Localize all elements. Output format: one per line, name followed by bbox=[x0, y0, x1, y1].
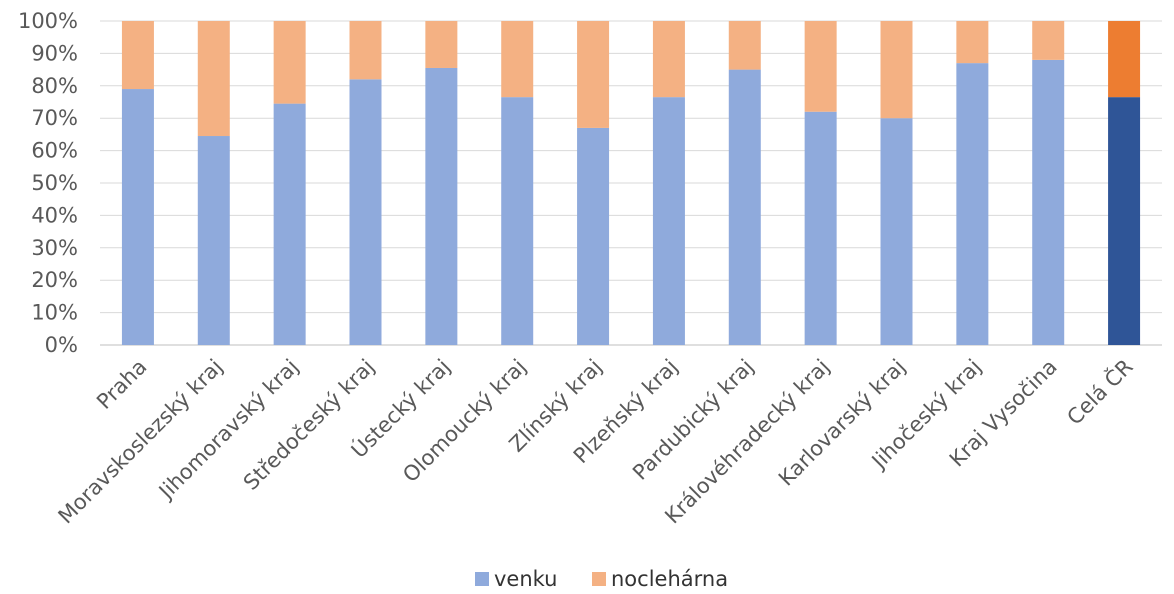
legend-label: venku bbox=[494, 567, 557, 591]
bar-venku bbox=[956, 63, 989, 346]
y-tick-label: 90% bbox=[31, 41, 78, 65]
legend-swatch bbox=[592, 572, 606, 586]
bar-noclehárna bbox=[197, 21, 230, 137]
y-tick-label: 60% bbox=[31, 139, 78, 163]
y-tick-label: 100% bbox=[18, 9, 78, 33]
bar-noclehárna bbox=[728, 21, 761, 70]
x-tick-label: Jihomoravský kraj bbox=[153, 355, 303, 505]
x-tick-label: Karlovarský kraj bbox=[774, 355, 910, 491]
legend: venku noclehárna bbox=[475, 567, 728, 591]
bars bbox=[121, 21, 1141, 346]
legend-label: noclehárna bbox=[611, 567, 728, 591]
bar-noclehárna bbox=[501, 21, 534, 98]
bar-venku bbox=[880, 118, 913, 345]
bar-venku bbox=[349, 79, 382, 345]
x-tick-label: Praha bbox=[92, 355, 151, 414]
legend-swatch bbox=[475, 572, 489, 586]
bar-venku bbox=[1032, 59, 1065, 345]
bar-noclehárna bbox=[273, 21, 306, 104]
bar-venku bbox=[273, 103, 306, 346]
bar-venku bbox=[197, 136, 230, 345]
bar-noclehárna bbox=[425, 21, 458, 68]
bar-venku bbox=[804, 111, 837, 345]
x-tick-label: Středočeský kraj bbox=[239, 355, 379, 495]
y-tick-label: 10% bbox=[31, 301, 78, 325]
bar-venku bbox=[728, 69, 761, 345]
bar-venku bbox=[577, 127, 610, 345]
bar-venku bbox=[652, 97, 685, 345]
y-tick-label: 80% bbox=[31, 74, 78, 98]
bar-noclehárna bbox=[349, 21, 382, 80]
bar-noclehárna bbox=[956, 21, 989, 64]
y-tick-label: 50% bbox=[31, 171, 78, 195]
y-tick-label: 30% bbox=[31, 236, 78, 260]
x-tick-label: Celá ČR bbox=[1062, 354, 1138, 430]
bar-venku bbox=[121, 89, 154, 345]
bar-venku bbox=[501, 97, 534, 345]
bar-noclehárna bbox=[1032, 21, 1065, 60]
bar-noclehárna bbox=[577, 21, 610, 128]
gridlines bbox=[100, 20, 1162, 346]
bar-noclehárna bbox=[121, 21, 154, 90]
bar-noclehárna bbox=[880, 21, 913, 119]
bar-noclehárna bbox=[652, 21, 685, 98]
y-tick-label: 40% bbox=[31, 203, 78, 227]
bar-venku bbox=[1108, 97, 1141, 345]
y-tick-label: 20% bbox=[31, 268, 78, 292]
y-tick-label: 0% bbox=[45, 333, 78, 357]
bar-noclehárna bbox=[804, 21, 837, 112]
y-axis-ticks: 0% 10% 20% 30% 40% 50% 60% 70% 80% 90% 100% bbox=[18, 9, 78, 357]
bar-venku bbox=[425, 67, 458, 345]
y-tick-label: 70% bbox=[31, 106, 78, 130]
bar-noclehárna bbox=[1108, 21, 1141, 98]
